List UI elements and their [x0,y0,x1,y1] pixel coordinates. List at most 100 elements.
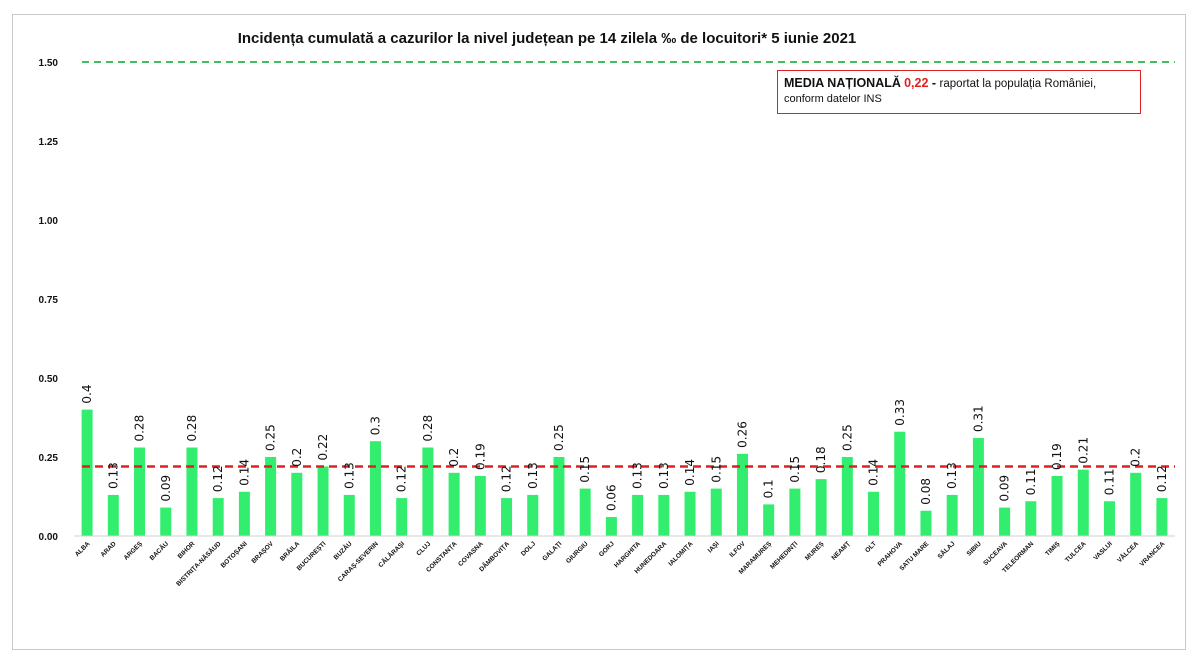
bar-ilfov [736,453,748,536]
bar-satu-mare [920,510,932,536]
bar-buzău [343,494,355,536]
x-tick-label: BACĂU [147,539,170,562]
data-label: 0.3 [368,416,382,435]
x-tick-label: NEAMȚ [830,540,851,561]
bar-olt [868,491,880,536]
data-label: 0.28 [185,415,199,442]
bar-alba [81,409,93,536]
data-label: 0.25 [552,424,566,451]
x-tick-label: IALOMIȚA [667,540,694,567]
bar-bihor [186,447,198,536]
data-label: 0.2 [290,448,304,467]
y-tick-label: 0.00 [39,532,59,543]
national-average-note: MEDIA NAȚIONALĂ 0,22 - raportat la popul… [777,70,1141,114]
x-tick-label: BISTRIȚA-NĂSĂUD [174,539,223,588]
x-tick-label: GORJ [598,540,616,558]
bar-cluj [422,447,434,536]
data-label: 0.13 [657,462,671,489]
data-label: 0.25 [840,424,854,451]
bar-dolj [527,494,539,536]
y-tick-label: 1.50 [39,58,59,69]
chart-title: Incidența cumulată a cazurilor la nivel … [237,30,857,47]
bar-brăila [291,472,303,536]
y-axis: 0.00 0.25 0.50 0.75 1.00 1.25 1.50 [39,58,59,543]
data-label: 0.28 [133,415,147,442]
data-label: 0.11 [1024,469,1038,496]
x-tick-label: VASLUI [1092,540,1114,562]
bar-sibiu [972,438,984,536]
bar-gorj [605,517,617,536]
data-label: 0.12 [395,465,409,492]
data-label: 0.19 [473,443,487,470]
x-tick-label: PRAHOVA [877,540,905,568]
data-label: 0.12 [1155,465,1169,492]
chart-frame [12,14,1186,650]
bar-bacău [160,507,172,536]
bar-brașov [265,457,277,536]
x-tick-label: CĂLĂRAȘI [376,539,406,569]
data-label: 0.09 [159,475,173,502]
bars [81,409,1168,536]
x-tick-label: ARAD [100,540,118,558]
data-label: 0.2 [1129,448,1143,467]
bar-tulcea [1077,469,1089,536]
note-separator: - [928,76,940,90]
bar-giurgiu [579,488,591,536]
data-label: 0.4 [80,385,94,404]
bar-maramureș [763,504,775,536]
x-tick-label: MUREȘ [804,540,826,562]
x-tick-label: DOLJ [520,540,537,557]
data-label: 0.22 [316,434,330,461]
data-label: 0.12 [211,465,225,492]
bar-bucurești [317,466,329,536]
x-tick-label: CLUJ [415,540,432,557]
x-tick-label: BOTOȘANI [220,540,249,569]
data-label: 0.19 [1050,443,1064,470]
x-tick-label: COVASNA [457,540,485,568]
y-tick-label: 0.50 [39,374,59,385]
data-label: 0.11 [1102,469,1116,496]
note-text: raportat la populația României, [939,78,1097,90]
x-tick-label: BIHOR [177,540,197,560]
data-label: 0.14 [237,459,251,486]
x-axis: ALBA ARAD ARGEȘ BACĂU BIHORBISTRIȚA-NĂSĂUDBO… [74,535,1175,588]
data-label: 0.06 [604,484,618,511]
data-label: 0.13 [945,462,959,489]
x-tick-label: MEHEDINȚI [769,540,799,570]
x-tick-label: BRAȘOV [250,540,275,565]
y-tick-label: 0.25 [39,453,59,464]
y-tick-label: 1.00 [39,216,59,227]
bar-prahova [894,431,906,536]
bar-botoșani [238,491,250,536]
bar-mureș [815,479,827,536]
data-label: 0.28 [421,415,435,442]
x-tick-label: GALAȚI [541,540,563,562]
bar-mehedinți [789,488,801,536]
bar-timiș [1051,475,1063,536]
bar-bistrița-năsăud [212,498,224,536]
x-tick-label: GIURGIU [565,540,590,565]
bar-vâlcea [1130,472,1142,536]
x-tick-label: TIMIȘ [1044,540,1062,558]
reference-lines [82,61,1175,468]
data-label: 0.15 [578,456,592,483]
x-tick-label: OLT [864,540,878,554]
note-label: MEDIA NAȚIONALĂ [784,76,901,90]
bar-sălaj [946,494,958,536]
bar-dâmbovița [501,498,513,536]
x-tick-label: VÂLCEA [1115,539,1140,564]
bar-iași [710,488,722,536]
bar-covasna [474,475,486,536]
data-label: 0.33 [893,399,907,426]
x-tick-label: BUZĂU [331,539,354,562]
x-tick-label: ARGEȘ [123,540,145,562]
x-tick-label: ILFOV [728,540,747,559]
data-label: 0.31 [971,405,985,432]
y-tick-label: 1.25 [39,137,59,148]
x-tick-label: SUCEAVA [982,540,1009,567]
x-tick-label: SIBIU [966,540,983,557]
bar-hunedoara [658,494,670,536]
data-labels: 0.4 0.13 0.28 0.09 0.28 0.12 0.14 0.25 0.2 0.22 0.… [80,385,1169,512]
x-tick-label: TULCEA [1064,540,1088,564]
data-label: 0.2 [447,448,461,467]
